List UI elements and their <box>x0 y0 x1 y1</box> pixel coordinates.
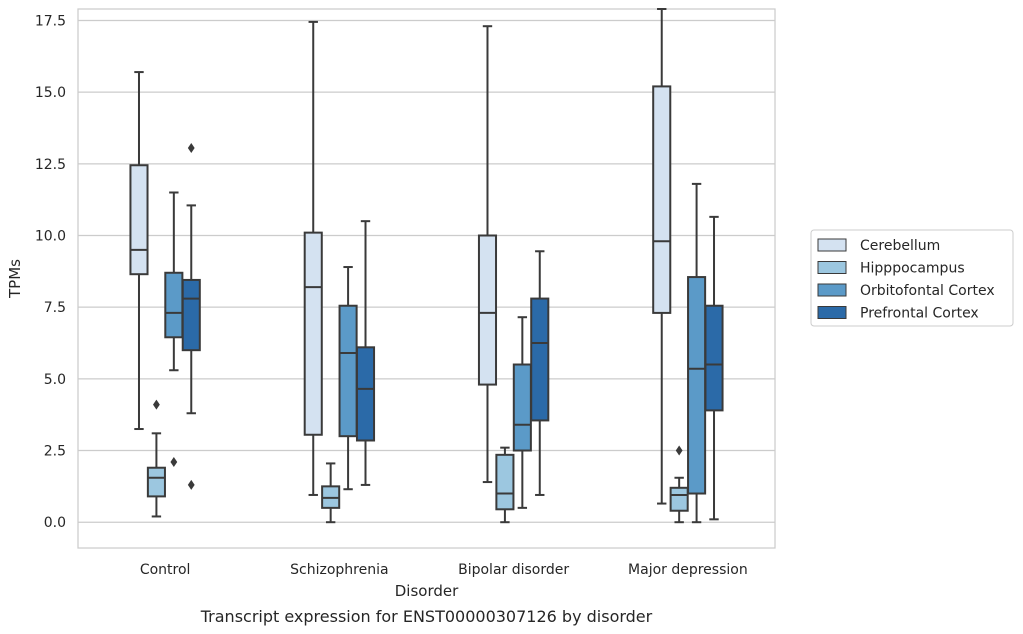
box-body <box>338 304 358 438</box>
plot-area <box>77 8 776 549</box>
legend-item: Orbitofontal Cortex <box>817 283 995 299</box>
x-axis-ticks: Control Schizophrenia Bipolar disorder Majo… <box>140 562 748 578</box>
y-tick-label: 2.5 <box>44 444 66 460</box>
y-tick-label: 5.0 <box>44 372 66 388</box>
outlier-point <box>187 479 195 490</box>
box-hipppocampus <box>495 446 515 524</box>
legend-swatch <box>817 283 847 297</box>
outlier-point <box>153 399 160 410</box>
boxes <box>129 8 724 524</box>
outlier-point <box>675 445 683 456</box>
x-tick-label: Major depression <box>628 562 748 578</box>
box-body <box>129 164 149 276</box>
box-orbitofontal-cortex <box>512 316 532 509</box>
box-cerebellum <box>477 25 498 484</box>
y-tick-label: 15.0 <box>35 85 66 101</box>
legend-swatch <box>817 306 847 319</box>
legend-frame <box>810 229 1014 327</box>
box-prefrontal-cortex <box>704 215 724 521</box>
outlier-point <box>170 456 178 467</box>
legend: Cerebellum Hipppocampus Orbitofontal Corte… <box>810 229 1014 327</box>
legend-label: Prefrontal Cortex <box>860 306 979 322</box>
box-body <box>164 271 184 339</box>
box-body <box>146 466 166 498</box>
y-tick-label: 0.0 <box>44 515 66 531</box>
box-body <box>495 453 515 511</box>
outlier-point <box>187 143 195 154</box>
x-tick-label: Control <box>140 562 191 578</box>
box-hipppocampus <box>669 445 689 524</box>
box-orbitofontal-cortex <box>164 191 184 467</box>
x-tick-label: Bipolar disorder <box>458 562 569 578</box>
box-body <box>181 278 201 352</box>
box-prefrontal-cortex <box>181 143 201 490</box>
box-prefrontal-cortex <box>355 220 376 486</box>
box-orbitofontal-cortex <box>687 182 707 524</box>
y-tick-label: 17.5 <box>35 13 66 29</box>
legend-item: Cerebellum <box>817 238 940 254</box>
box-orbitofontal-cortex <box>338 266 358 491</box>
y-tick-label: 10.0 <box>35 228 66 244</box>
y-axis-ticks: 0.0 2.5 5.0 7.5 10.0 12.5 15.0 17.5 <box>35 13 66 531</box>
box-body <box>530 297 550 422</box>
legend-label: Hipppocampus <box>860 261 965 277</box>
box-body <box>687 276 707 495</box>
box-body <box>477 234 498 386</box>
box-body <box>669 486 689 512</box>
box-body <box>652 85 672 314</box>
box-prefrontal-cortex <box>530 250 550 496</box>
legend-label: Orbitofontal Cortex <box>860 283 995 299</box>
box-body <box>512 363 532 452</box>
box-body <box>704 304 724 412</box>
chart-caption: Transcript expression for ENST0000030712… <box>200 607 653 626</box>
legend-item: Hipppocampus <box>817 261 965 277</box>
legend-swatch <box>817 261 847 274</box>
box-cerebellum <box>303 20 323 496</box>
y-tick-label: 7.5 <box>44 300 66 316</box>
box-cerebellum <box>129 71 149 431</box>
box-cerebellum <box>652 8 672 505</box>
legend-swatch <box>817 238 847 252</box>
y-tick-label: 12.5 <box>35 157 66 173</box>
box-body <box>355 346 376 442</box>
box-hipppocampus <box>321 462 341 524</box>
x-axis-title: Disorder <box>395 582 459 600</box>
legend-item: Prefrontal Cortex <box>817 306 979 322</box>
x-tick-label: Schizophrenia <box>290 562 388 578</box>
box-hipppocampus <box>146 399 166 518</box>
y-axis-title: TPMs <box>6 259 24 299</box>
legend-label: Cerebellum <box>860 238 940 254</box>
box-body <box>303 231 323 436</box>
